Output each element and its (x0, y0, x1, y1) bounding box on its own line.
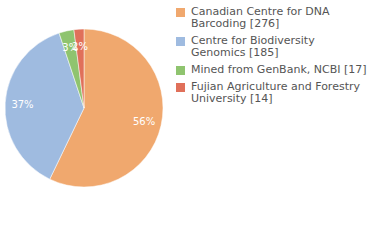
html-text:Centre for Biodiversity Genomi: Centre for Biodiversity Genomics [185] (191, 34, 315, 59)
svg-text:2%: 2% (72, 41, 88, 52)
svg-text:37%: 37% (11, 99, 33, 110)
svg-text:3%: 3% (62, 42, 79, 54)
html-text:Mined from GenBank, NCBI [17]: Mined from GenBank, NCBI [17] (191, 63, 367, 76)
svg-text:56%: 56% (133, 116, 155, 127)
html-text:Fujian Agriculture and Forestr: Fujian Agriculture and Forestry Universi… (191, 80, 360, 105)
html-text:Canadian Centre for DNA Barcod: Canadian Centre for DNA Barcoding [276] (191, 5, 330, 30)
